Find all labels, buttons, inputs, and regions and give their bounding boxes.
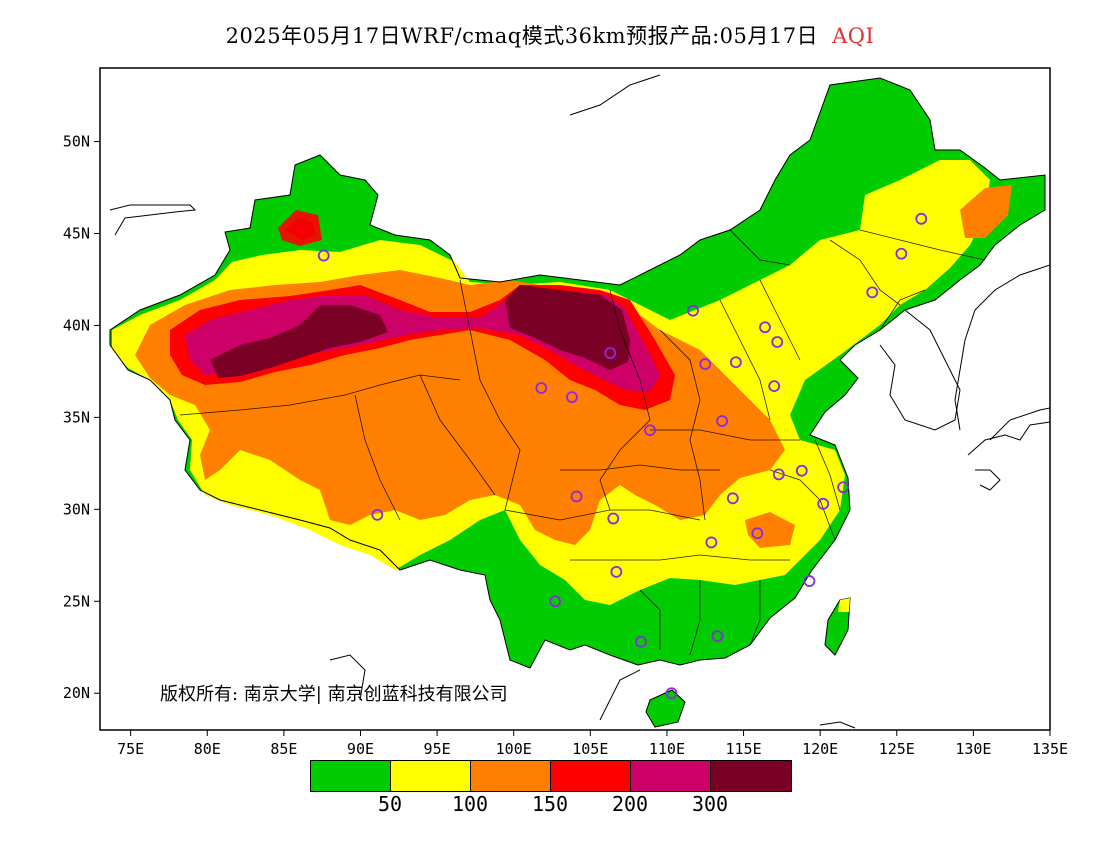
x-tick-label: 120E [802,740,838,758]
hainan-island [645,689,686,728]
station-marker [644,424,656,437]
station-marker [771,336,784,348]
station-marker [604,347,617,359]
station-marker [634,635,647,648]
y-tick-label: 50N [63,133,90,151]
station-marker [751,527,764,540]
station-marker [915,212,928,225]
station-marker [729,356,742,369]
aqi-hotspot-east [960,185,1012,238]
station-marker [665,687,678,700]
china-outline [109,77,1046,669]
x-tick-label: 135E [1032,740,1068,758]
legend-color-segment [391,761,471,791]
x-tick-label: 80E [194,740,221,758]
title-pollutant: AQI [832,24,875,48]
y-tick-label: 40N [63,316,90,334]
y-tick-label: 20N [63,684,90,702]
station-marker [866,286,879,299]
map-frame [99,67,1051,731]
title-main: 2025年05月17日WRF/cmaq模式36km预报产品:05月17日 [225,24,819,48]
legend-color-segment [311,761,391,791]
y-tick-label: 45N [63,225,90,243]
x-tick-label: 125E [879,740,915,758]
station-marker [687,304,699,317]
aqi-zone-hazardous [210,285,630,378]
station-marker [549,595,561,608]
legend-label: 150 [531,792,569,816]
station-marker [817,497,830,510]
station-marker [610,565,623,578]
station-marker [716,415,728,427]
x-tick-label: 85E [270,740,297,758]
aqi-hotspot-red [278,210,322,246]
station-marker [711,630,724,643]
station-marker [607,512,620,525]
map-title: 2025年05月17日WRF/cmaq模式36km预报产品:05月17日 AQI [0,20,1100,50]
station-markers [317,212,928,700]
station-marker [699,358,712,370]
x-tick-label: 90E [347,740,374,758]
legend-label: 300 [691,792,729,816]
y-tick-label: 30N [63,500,90,518]
station-marker [795,464,808,477]
aqi-legend-colorbar [310,760,792,792]
y-tick-label: 25N [63,592,90,610]
legend-color-segment [551,761,631,791]
legend-color-segment [471,761,551,791]
x-tick-label: 100E [496,740,532,758]
station-marker [566,391,578,404]
x-tick-label: 105E [572,740,608,758]
legend-color-segment [631,761,711,791]
station-marker [759,321,771,334]
legend-label: 50 [377,792,403,816]
y-axis: 50N 45N 40N 35N 30N 25N 20N [63,133,100,702]
station-marker [705,536,718,549]
map-content [109,74,1050,729]
station-marker [803,575,816,587]
x-tick-label: 95E [424,740,451,758]
x-tick-label: 110E [649,740,685,758]
x-tick-label: 115E [725,740,761,758]
x-tick-label: 75E [117,740,144,758]
station-marker [837,481,850,494]
x-tick-label: 130E [955,740,991,758]
station-marker [726,492,739,505]
x-axis: 75E 80E 85E 90E 95E 100E 105E 110E 115E 120E 125E 1… [117,730,1068,758]
y-tick-label: 35N [63,408,90,426]
copyright-text: 版权所有: 南京大学| 南京创蓝科技有限公司 [160,684,508,705]
station-marker [768,380,781,393]
province-borders [179,229,986,656]
station-marker [371,508,384,521]
station-marker [535,382,548,394]
station-marker [570,490,583,503]
coastlines [109,74,1050,729]
taiwan-yellow [838,598,850,612]
legend-color-segment [711,761,791,791]
legend-label: 100 [451,792,489,816]
station-marker [317,249,330,262]
station-marker [895,247,908,260]
station-marker [772,468,785,481]
legend-label: 200 [611,792,649,816]
